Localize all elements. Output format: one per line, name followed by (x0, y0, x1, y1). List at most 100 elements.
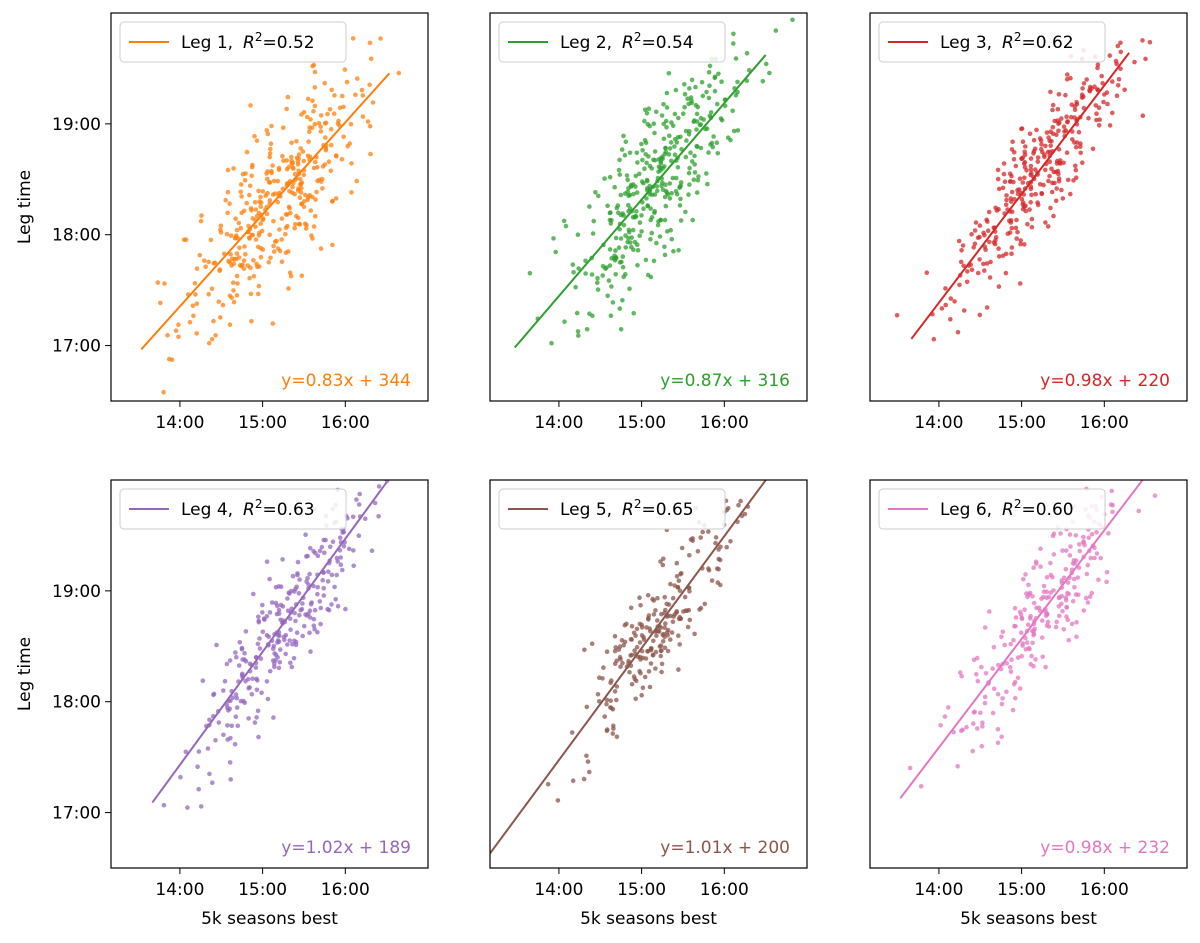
scatter-point (696, 174, 701, 179)
scatter-point (1018, 241, 1023, 247)
scatter-point (600, 273, 605, 278)
scatter-point (632, 648, 637, 653)
scatter-point (645, 272, 651, 278)
scatter-point (1122, 87, 1127, 93)
scatter-point (1019, 196, 1025, 202)
legend-leg-label: Leg 1, (181, 33, 233, 53)
scatter-point (608, 221, 614, 226)
scatter-point (982, 694, 988, 700)
scatter-point (596, 193, 601, 199)
scatter-point (269, 600, 275, 605)
scatter-point (1045, 619, 1051, 625)
scatter-point (256, 188, 261, 194)
scatter-point (693, 84, 698, 90)
scatter-point (686, 131, 692, 137)
scatter-point (285, 94, 291, 100)
scatter-point (993, 237, 998, 243)
scatter-point (210, 780, 215, 785)
scatter-point (265, 190, 270, 196)
scatter-point (279, 216, 285, 221)
scatter-point (662, 151, 668, 157)
scatter-point (245, 676, 251, 682)
scatter-point (1009, 225, 1015, 231)
scatter-point (619, 147, 625, 152)
scatter-point (225, 210, 230, 216)
scatter-point (259, 690, 264, 696)
scatter-point (317, 599, 323, 604)
scatter-point (614, 734, 620, 740)
scatter-point (587, 204, 592, 209)
scatter-point (255, 614, 261, 620)
scatter-point (1044, 595, 1049, 600)
legend: Leg 6, R2=0.60 (878, 488, 1106, 530)
scatter-point (1042, 154, 1047, 160)
scatter-point (673, 87, 679, 93)
scatter-point (676, 115, 681, 121)
scatter-point (985, 228, 991, 233)
scatter-point (264, 176, 270, 182)
scatter-point (607, 247, 613, 252)
scatter-point (1017, 176, 1023, 181)
scatter-point (658, 643, 664, 648)
scatter-point (610, 300, 616, 305)
scatter-point (243, 252, 248, 257)
scatter-point (1068, 75, 1073, 81)
scatter-point (1026, 582, 1031, 588)
scatter-point (618, 327, 624, 332)
scatter-point (606, 278, 612, 283)
axes-frame (489, 12, 808, 402)
scatter-point (267, 668, 273, 674)
x-axis-label: 5k seasons best (960, 909, 1097, 929)
scatter-point (1028, 163, 1034, 169)
scatter-point (714, 140, 720, 145)
scatter-point (653, 666, 658, 671)
scatter-point (773, 28, 779, 33)
scatter-point (602, 714, 607, 719)
scatter-point (1048, 205, 1053, 211)
scatter-point (376, 514, 381, 519)
scatter-point (1039, 142, 1044, 147)
scatter-point (1083, 595, 1089, 601)
scatter-point (685, 624, 691, 630)
axes-frame (110, 479, 429, 869)
scatter-point (1028, 156, 1034, 161)
scatter-point (233, 216, 238, 221)
scatter-point (1096, 123, 1102, 128)
scatter-point (321, 593, 327, 598)
scatter-point (694, 111, 700, 117)
scatter-point (682, 91, 688, 97)
scatter-point (1030, 594, 1035, 599)
scatter-point (694, 119, 700, 124)
scatter-point (679, 571, 684, 576)
scatter-point (319, 544, 325, 550)
scatter-point (663, 188, 669, 194)
scatter-point (640, 148, 645, 153)
scatter-point (624, 621, 629, 627)
scatter-point (194, 266, 200, 271)
scatter-point (306, 139, 311, 144)
x-tick-label: 15:00 (617, 413, 666, 433)
scatter-point (260, 217, 266, 223)
scatter-point (221, 688, 226, 693)
scatter-point (634, 209, 639, 214)
scatter-point (348, 121, 354, 127)
scatter-point (1038, 564, 1043, 569)
scatter-point (744, 51, 750, 56)
scatter-point (338, 562, 344, 568)
scatter-point (298, 146, 304, 151)
chart-panel-5: 14:00 15:00 16:00 5k seasons best Leg 5, R2=0… (489, 479, 808, 929)
scatter-point (289, 140, 294, 146)
scatter-point (1025, 622, 1031, 627)
scatter-point (360, 93, 366, 98)
scatter-point (669, 630, 675, 635)
scatter-point (1089, 531, 1095, 537)
scatter-point (1064, 548, 1069, 553)
scatter-point (551, 236, 556, 241)
scatter-point (277, 227, 282, 232)
scatter-point (360, 114, 366, 119)
scatter-point (974, 655, 980, 661)
scatter-point (637, 171, 642, 177)
scatter-point (279, 259, 285, 265)
scatter-point (649, 230, 655, 236)
scatter-point (307, 630, 312, 636)
